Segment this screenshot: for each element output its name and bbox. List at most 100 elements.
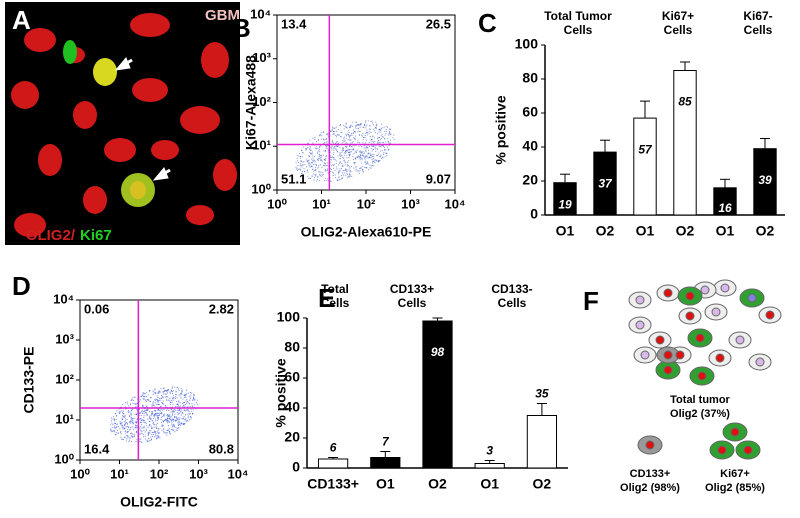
event-dot bbox=[182, 412, 184, 414]
event-dot bbox=[156, 427, 158, 429]
event-dot bbox=[151, 427, 153, 429]
event-dot bbox=[335, 148, 337, 150]
event-dot bbox=[384, 134, 386, 136]
event-dot bbox=[153, 404, 155, 406]
event-dot bbox=[324, 142, 326, 144]
event-dot bbox=[130, 417, 132, 419]
event-dot bbox=[352, 122, 354, 124]
event-dot bbox=[367, 161, 369, 163]
event-dot bbox=[365, 139, 367, 141]
event-dot bbox=[325, 149, 327, 151]
event-dot bbox=[191, 399, 193, 401]
event-dot bbox=[338, 173, 340, 175]
event-dot bbox=[310, 165, 312, 167]
event-dot bbox=[376, 123, 378, 125]
event-dot bbox=[309, 149, 311, 151]
event-dot bbox=[384, 130, 386, 132]
event-dot bbox=[379, 142, 381, 144]
event-dot bbox=[174, 415, 176, 417]
event-dot bbox=[370, 141, 372, 143]
event-dot bbox=[309, 177, 311, 179]
event-dot bbox=[162, 420, 164, 422]
event-dot bbox=[307, 161, 309, 163]
event-dot bbox=[353, 167, 355, 169]
event-dot bbox=[371, 139, 373, 141]
event-dot bbox=[375, 128, 377, 130]
event-dot bbox=[163, 391, 165, 393]
event-dot bbox=[115, 419, 117, 421]
event-dot bbox=[165, 393, 167, 395]
event-dot bbox=[329, 177, 331, 179]
event-dot bbox=[342, 149, 344, 151]
event-dot bbox=[374, 132, 376, 134]
event-dot bbox=[140, 395, 142, 397]
event-dot bbox=[388, 131, 390, 133]
event-dot bbox=[340, 175, 342, 177]
event-dot bbox=[159, 409, 161, 411]
event-dot bbox=[180, 412, 182, 414]
event-dot bbox=[111, 431, 113, 433]
x-tick-label: 10⁴ bbox=[228, 466, 249, 481]
event-dot bbox=[149, 417, 151, 419]
event-dot bbox=[336, 146, 338, 148]
event-dot bbox=[365, 151, 367, 153]
event-dot bbox=[114, 412, 116, 414]
event-dot bbox=[326, 145, 328, 147]
event-dot bbox=[139, 412, 141, 414]
event-dot bbox=[367, 152, 369, 154]
event-dot bbox=[319, 134, 321, 136]
event-dot bbox=[132, 435, 134, 437]
event-dot bbox=[382, 153, 384, 155]
event-dot bbox=[164, 389, 166, 391]
event-dot bbox=[154, 388, 156, 390]
event-dot bbox=[323, 162, 325, 164]
event-dot bbox=[166, 406, 168, 408]
value-label: 16 bbox=[718, 201, 732, 215]
event-dot bbox=[330, 155, 332, 157]
event-dot bbox=[149, 430, 151, 432]
event-dot bbox=[354, 138, 356, 140]
event-dot bbox=[350, 132, 352, 134]
event-dot bbox=[349, 171, 351, 173]
event-dot bbox=[334, 169, 336, 171]
event-dot bbox=[183, 396, 185, 398]
event-dot bbox=[378, 145, 380, 147]
event-dot bbox=[170, 429, 172, 431]
event-dot bbox=[369, 135, 371, 137]
event-dot bbox=[153, 413, 155, 415]
event-dot bbox=[337, 133, 339, 135]
event-dot bbox=[129, 416, 131, 418]
event-dot bbox=[342, 147, 344, 149]
event-dot bbox=[167, 429, 169, 431]
event-dot bbox=[339, 147, 341, 149]
group-label: CD133+ bbox=[390, 282, 434, 296]
event-dot bbox=[307, 146, 309, 148]
event-dot bbox=[324, 165, 326, 167]
event-dot bbox=[123, 415, 125, 417]
event-dot bbox=[338, 176, 340, 178]
event-dot bbox=[130, 428, 132, 430]
event-dot bbox=[193, 398, 195, 400]
value-label: 57 bbox=[638, 142, 653, 156]
event-dot bbox=[346, 173, 348, 175]
event-dot bbox=[132, 397, 134, 399]
event-dot bbox=[193, 394, 195, 396]
event-dot bbox=[152, 403, 154, 405]
event-dot bbox=[370, 154, 372, 156]
x-tick-label: O2 bbox=[676, 223, 695, 239]
event-dot bbox=[152, 422, 154, 424]
event-dot bbox=[345, 142, 347, 144]
panel-label: B bbox=[232, 13, 251, 43]
event-dot bbox=[364, 136, 366, 138]
event-dot bbox=[366, 155, 368, 157]
event-dot bbox=[381, 123, 383, 125]
event-dot bbox=[333, 151, 335, 153]
event-dot bbox=[380, 137, 382, 139]
event-dot bbox=[366, 161, 368, 163]
event-dot bbox=[152, 435, 154, 437]
x-tick-label: 10³ bbox=[189, 466, 208, 481]
event-dot bbox=[356, 123, 358, 125]
group-label: Cells bbox=[498, 296, 527, 310]
event-dot bbox=[309, 166, 311, 168]
event-dot bbox=[169, 406, 171, 408]
